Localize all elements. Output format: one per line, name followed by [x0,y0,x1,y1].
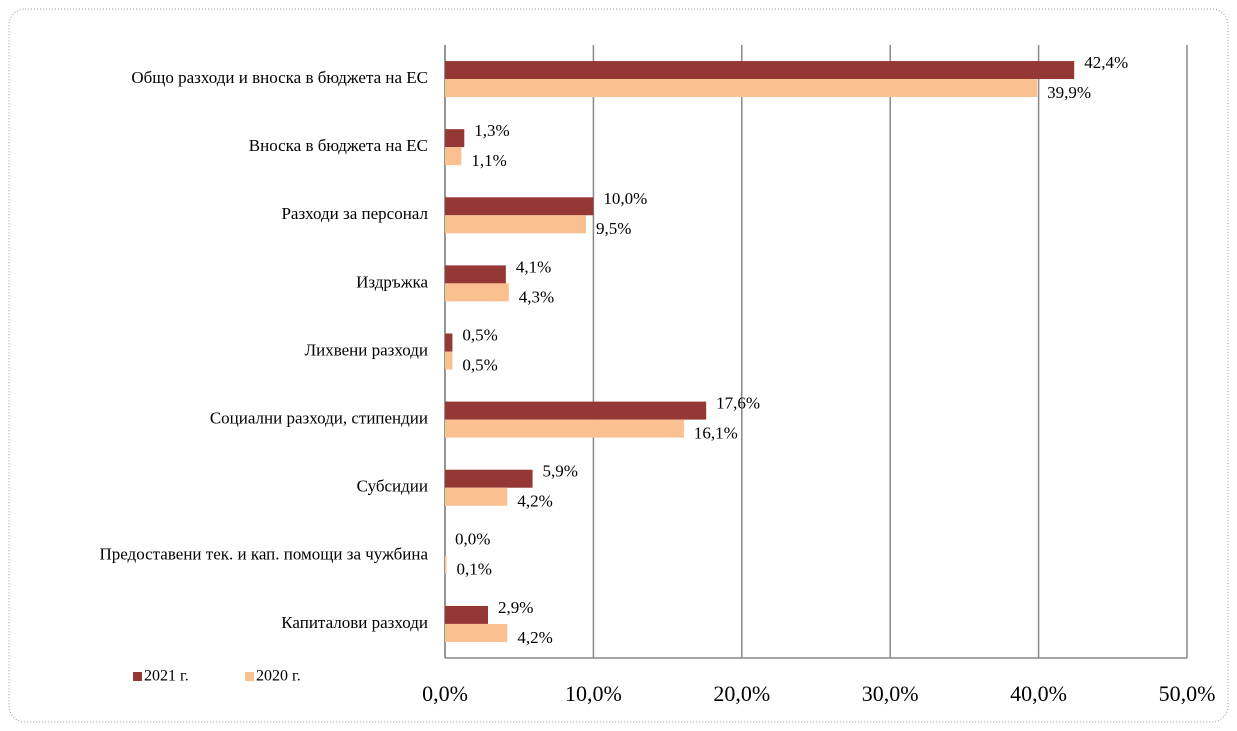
data-label: 0,0% [455,530,490,549]
data-label: 0,5% [462,355,497,374]
x-tick-label: 30,0% [862,681,919,706]
y-tick-label: Общо разходи и вноска в бюджета на ЕС [131,68,428,87]
bar [445,61,1075,80]
legend-label: 2021 г. [144,668,189,685]
x-tick-label: 50,0% [1159,681,1216,706]
y-tick-label: Капиталови разходи [281,613,428,632]
data-label: 0,5% [462,325,497,344]
y-tick-label: Субсидии [357,477,428,496]
data-label: 9,5% [596,219,631,238]
bar [445,333,453,352]
y-tick-label: Издръжка [356,272,428,291]
data-label: 16,1% [694,424,738,443]
data-label: 4,3% [519,287,554,306]
data-label: 4,2% [517,492,552,511]
bar [445,623,508,642]
x-tick-label: 40,0% [1010,681,1067,706]
bar [445,129,465,148]
data-label: 5,9% [543,462,578,481]
bar [445,283,509,302]
y-tick-label: Разходи за персонал [281,204,428,223]
frame [8,8,1229,723]
bar [445,197,594,216]
bar [445,487,508,506]
legend-swatch [133,672,142,681]
legend-label: 2020 г. [256,668,301,685]
bar [445,147,462,166]
bar [445,351,453,370]
data-label: 10,0% [603,189,647,208]
data-label: 39,9% [1047,83,1091,102]
data-label: 4,2% [517,628,552,647]
data-label: 1,3% [474,121,509,140]
bar [445,401,707,420]
bar [445,555,447,574]
bar [445,469,533,488]
x-tick-label: 10,0% [565,681,622,706]
bar [445,265,506,284]
x-tick-label: 20,0% [713,681,770,706]
data-label: 0,1% [456,560,491,579]
bar [445,215,586,234]
data-label: 42,4% [1084,53,1128,72]
x-tick-label: 0,0% [422,681,468,706]
bar [445,79,1038,98]
data-label: 17,6% [716,394,760,413]
data-label: 4,1% [516,257,551,276]
y-tick-label: Вноска в бюджета на ЕС [249,136,428,155]
bar [445,605,489,624]
y-tick-label: Предоставени тек. и кап. помощи за чужби… [99,545,428,564]
data-label: 2,9% [498,598,533,617]
bar [445,419,684,438]
data-label: 1,1% [471,151,506,170]
y-tick-label: Социални разходи, стипендии [210,409,428,428]
y-tick-label: Лихвени разходи [305,340,428,359]
legend-swatch [245,672,254,681]
